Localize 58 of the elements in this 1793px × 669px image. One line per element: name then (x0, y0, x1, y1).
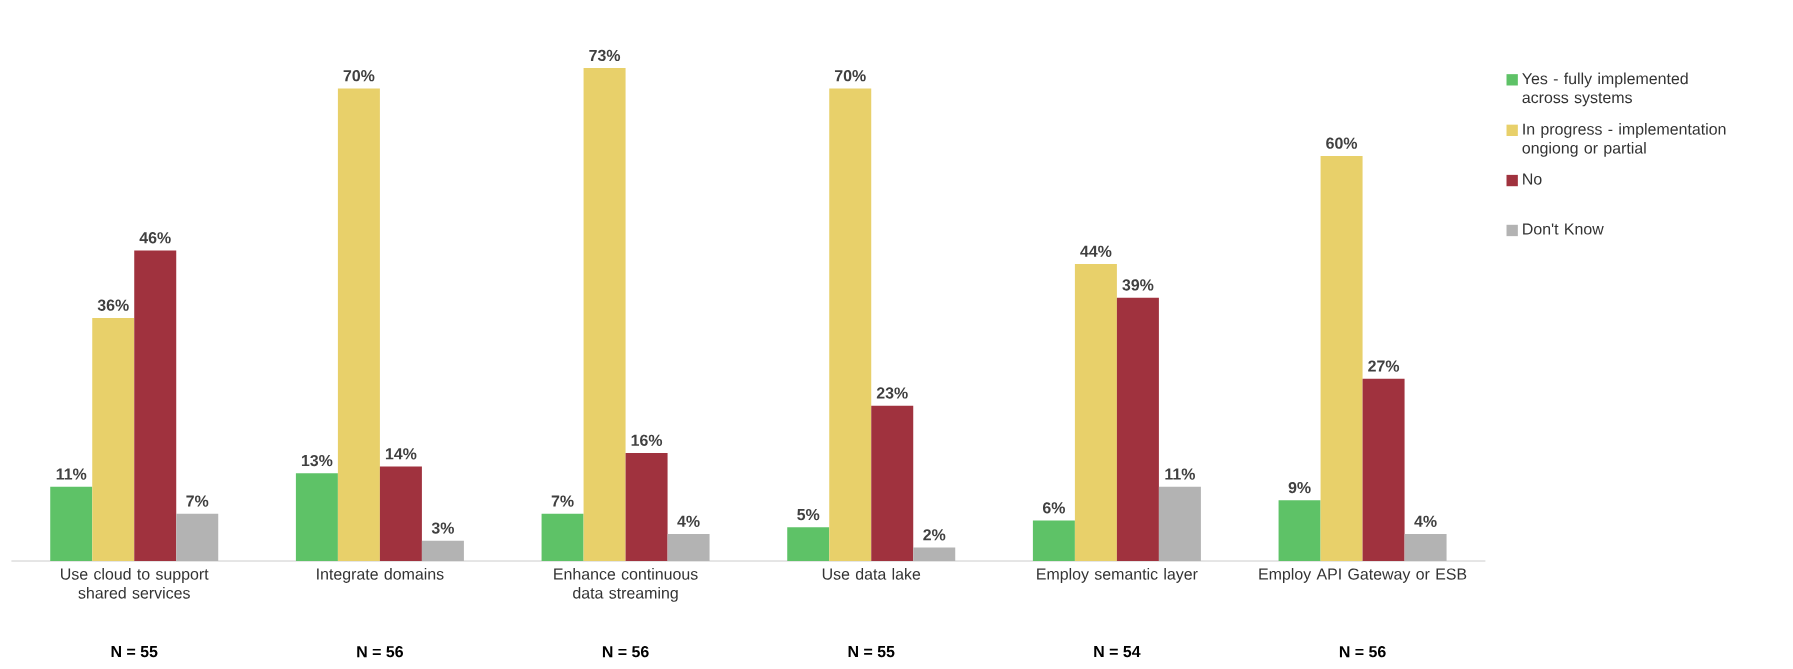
bar (1074, 263, 1117, 561)
bar (787, 527, 830, 561)
legend-label: Don't Know (1523, 223, 1604, 235)
data-label: 70% (834, 70, 866, 82)
bar (625, 452, 668, 561)
legend-label: Yes - fully implemented across systems (1522, 72, 1688, 107)
bar (1320, 155, 1363, 561)
bar (134, 250, 177, 561)
data-label: 6% (1042, 502, 1065, 514)
bar (1032, 520, 1075, 561)
data-label: 3% (431, 522, 454, 534)
bar (50, 486, 93, 561)
bar (1362, 378, 1405, 561)
text: N = 55 (111, 646, 158, 658)
bar (871, 405, 914, 561)
x-tick-label: Enhance continuous data streaming (554, 568, 698, 602)
data-label: 70% (343, 70, 375, 82)
data-label: 13% (301, 454, 333, 467)
x-tick-label: Integrate domains (317, 568, 444, 583)
bar (1278, 500, 1321, 561)
data-label: 9% (1288, 481, 1311, 494)
data-label: 44% (1080, 245, 1112, 257)
data-label: 46% (139, 232, 171, 244)
data-label: 7% (186, 495, 209, 507)
legend-label: In progress - implementation ongiong or partial (1522, 123, 1726, 157)
data-label: 60% (1326, 137, 1358, 149)
x-tick-label: Use data lake (822, 568, 921, 580)
data-label: 4% (1414, 515, 1437, 527)
data-label: 16% (631, 434, 663, 446)
bar (829, 88, 872, 561)
data-label: 27% (1368, 360, 1400, 372)
data-label: 4% (677, 515, 700, 527)
data-label: 2% (923, 529, 946, 541)
text: N = 54 (1094, 646, 1141, 658)
data-label: 39% (1122, 279, 1154, 291)
data-label: 14% (385, 448, 417, 460)
x-tick-label: Employ semantic layer (1037, 568, 1198, 583)
text: N = 56 (1339, 646, 1386, 658)
data-label: 73% (589, 49, 621, 62)
data-label: 36% (97, 299, 129, 311)
text: N = 56 (357, 646, 403, 658)
data-label: 11% (1165, 468, 1195, 480)
x-tick-label: Use cloud to support shared services (61, 568, 209, 599)
bar (379, 466, 422, 561)
bar (295, 473, 338, 561)
text: N = 55 (848, 646, 895, 658)
bar (541, 513, 584, 561)
bar (1116, 297, 1159, 561)
data-label: 23% (876, 387, 908, 399)
legend-label: No (1523, 173, 1542, 185)
bar (337, 88, 380, 561)
x-tick-label: Employ API Gateway or ESB (1259, 568, 1467, 583)
bar (92, 317, 135, 561)
bar (583, 68, 626, 561)
text: N = 56 (602, 646, 649, 658)
data-label: 11% (56, 468, 87, 480)
data-label: 7% (551, 495, 574, 507)
data-label: 5% (797, 508, 820, 521)
